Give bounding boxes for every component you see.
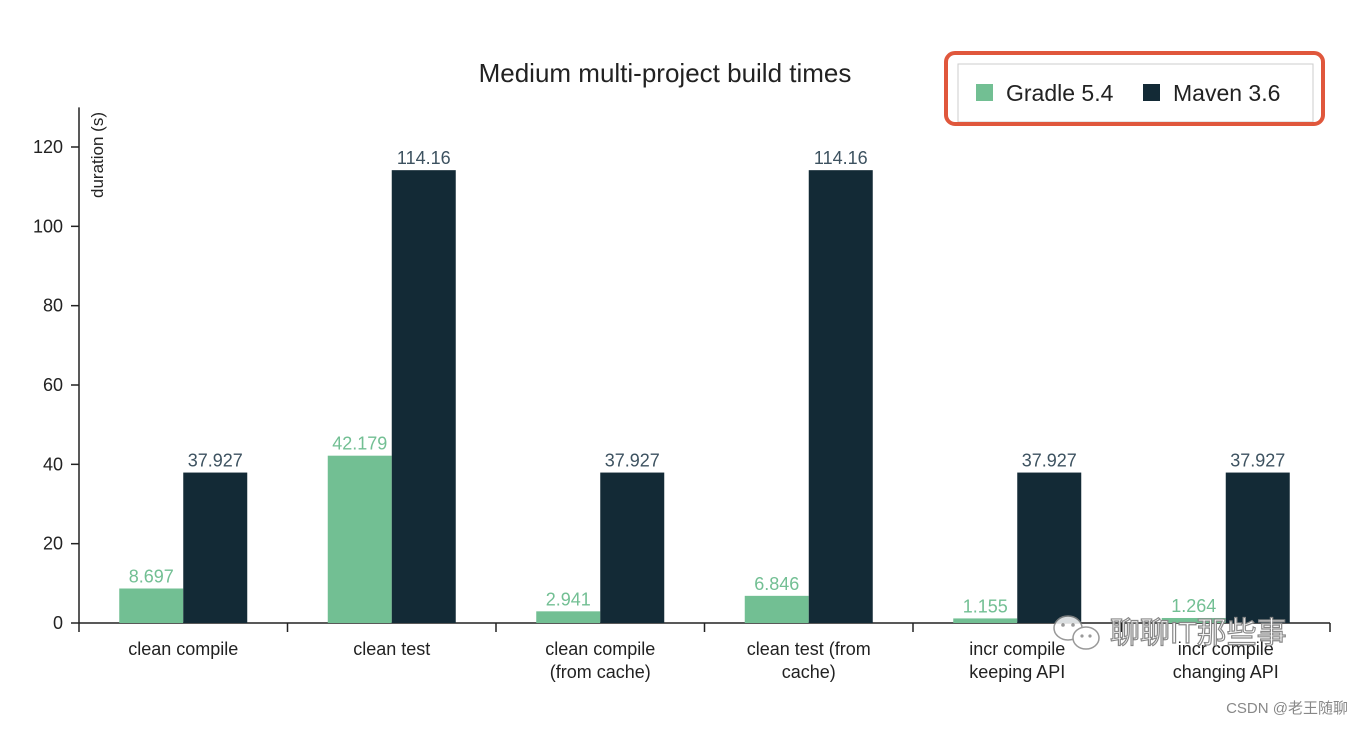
x-category-label: cache) [782, 662, 836, 682]
y-tick-label: 100 [33, 216, 63, 236]
chart-title: Medium multi-project build times [479, 58, 852, 88]
x-category-label: clean compile [545, 639, 655, 659]
wechat-icon [1053, 615, 1100, 650]
y-tick-label: 0 [53, 613, 63, 633]
bar-gradle [119, 588, 184, 623]
bar-maven [600, 472, 665, 623]
watermark-text: 聊聊IT那些事 [1110, 617, 1287, 650]
y-tick-label: 20 [43, 534, 63, 554]
category-labels: clean compile clean test clean compile (fro… [128, 639, 1279, 682]
legend: Gradle 5.4 Maven 3.6 [944, 51, 1325, 126]
x-category-label: changing API [1173, 662, 1279, 682]
value-label-gradle: 8.697 [129, 567, 174, 587]
y-axis: 0 20 40 60 80 100 120 [33, 107, 80, 633]
bars [119, 170, 1290, 623]
x-category-label: clean test (from [747, 639, 871, 659]
x-category-label: clean compile [128, 639, 238, 659]
bar-maven [1017, 472, 1082, 623]
value-label-gradle: 6.846 [754, 574, 799, 594]
bar-gradle [1161, 617, 1226, 623]
bar-gradle [953, 618, 1018, 623]
value-label-gradle: 2.941 [546, 589, 591, 609]
value-label-maven: 114.16 [814, 148, 868, 168]
bar-maven [808, 170, 873, 623]
x-axis [78, 622, 1331, 632]
value-label-gradle: 1.264 [1171, 596, 1216, 616]
bar-gradle [536, 611, 601, 623]
legend-swatch-gradle [976, 84, 993, 101]
legend-swatch-maven [1143, 84, 1160, 101]
bar-gradle [327, 455, 392, 623]
value-label-maven: 114.16 [397, 148, 451, 168]
y-tick-label: 120 [33, 137, 63, 157]
x-category-label: incr compile [1178, 639, 1274, 659]
bar-gradle [744, 595, 809, 623]
bar-maven [391, 170, 456, 623]
value-labels: 8.697 37.927 42.179 114.16 2.941 37.927 6.846 1… [129, 148, 1286, 616]
legend-highlight-box [944, 51, 1325, 126]
bar-maven [183, 472, 248, 623]
legend-frame [957, 63, 1314, 123]
y-axis-label: duration (s) [88, 112, 107, 198]
watermark: 聊聊IT那些事 [1053, 615, 1287, 651]
value-label-maven: 37.927 [605, 451, 660, 471]
y-tick-label: 40 [43, 454, 63, 474]
legend-label-maven: Maven 3.6 [1173, 80, 1280, 106]
value-label-gradle: 1.155 [963, 596, 1008, 616]
x-category-label: clean test [353, 639, 430, 659]
legend-label-gradle: Gradle 5.4 [1006, 80, 1114, 106]
y-tick-label: 60 [43, 375, 63, 395]
x-category-label: (from cache) [550, 662, 651, 682]
source-credit: CSDN @老王随聊 [1226, 700, 1348, 717]
value-label-gradle: 42.179 [332, 434, 387, 454]
y-tick-label: 80 [43, 296, 63, 316]
value-label-maven: 37.927 [188, 451, 243, 471]
value-label-maven: 37.927 [1230, 451, 1285, 471]
value-label-maven: 37.927 [1022, 451, 1077, 471]
x-category-label: incr compile [969, 639, 1065, 659]
bar-maven [1225, 472, 1290, 623]
x-category-label: keeping API [969, 662, 1065, 682]
